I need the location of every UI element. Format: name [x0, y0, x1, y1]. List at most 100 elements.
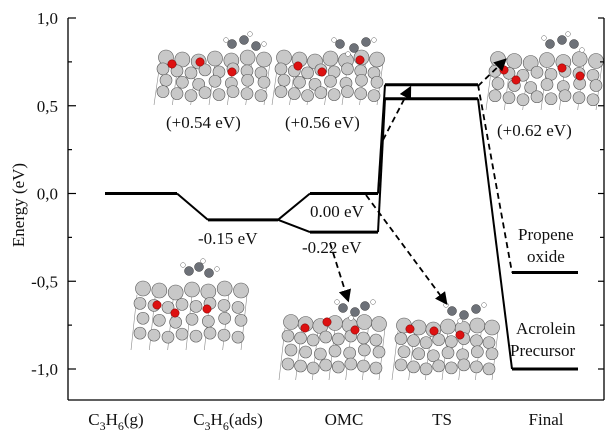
surface-atom [234, 313, 248, 327]
surface-atom [540, 78, 554, 91]
surface-atom [357, 331, 370, 345]
oxygen-atom [293, 61, 303, 71]
hydrogen-atom [331, 37, 337, 43]
hydrogen-atom [200, 258, 206, 264]
surface-atom [170, 87, 184, 100]
carbon-atom [459, 310, 469, 320]
hydrogen-atom [579, 47, 585, 53]
dashed-arrow [477, 58, 507, 87]
hydrogen-atom [223, 37, 229, 43]
y-tick-label: 1,0 [37, 9, 58, 28]
surface-atom [314, 347, 327, 361]
surface-atom [482, 336, 496, 349]
oxygen-atom [455, 330, 465, 340]
surface-atom [432, 333, 446, 346]
surface-atom [175, 298, 189, 311]
surface-atom [322, 50, 339, 67]
acrolein-label-line2: Precursor [510, 341, 575, 360]
carbon-atom [204, 268, 214, 278]
surface-atom [544, 92, 558, 106]
hydrogen-atom [334, 299, 340, 305]
connector-ts-acrolein [477, 98, 513, 370]
hydrogen-atom [247, 31, 253, 37]
surface-atom [427, 349, 440, 363]
surface-atom [470, 360, 483, 374]
surface-atom [530, 65, 544, 79]
surface-atom [169, 315, 182, 329]
oxygen-atom [350, 325, 360, 335]
surface-atom [516, 93, 530, 107]
hydrogen-atom [214, 266, 220, 272]
surface-atom [394, 332, 408, 345]
surface-atom [135, 280, 151, 297]
surface-atom [136, 311, 150, 325]
carbon-atom [350, 307, 360, 317]
carbon-atom [184, 266, 194, 276]
connector-omc-ts-lower [377, 98, 386, 233]
oxygen-atom [202, 304, 212, 314]
x-tick-label: TS [432, 410, 452, 429]
oxygen-atom [170, 308, 180, 318]
omc-upper-energy-label: 0.00 eV [310, 202, 365, 221]
surface-atom [306, 333, 320, 347]
surface-atom [189, 329, 203, 343]
surface-atom [156, 85, 170, 98]
surface-atom [524, 81, 537, 94]
oxygen-atom [405, 324, 415, 334]
x-tick-label: Final [529, 410, 564, 429]
surface-atom [586, 93, 600, 107]
surface-atom [485, 347, 499, 361]
surface-atom [153, 313, 166, 327]
oxygen-atom [575, 71, 585, 81]
surface-atom [159, 73, 173, 87]
surface-atom [539, 52, 555, 68]
x-tick-label: C3H6(g) [88, 410, 143, 432]
surface-atom [572, 91, 586, 105]
connector-ads-omc-upper [277, 192, 311, 221]
surface-atom [301, 66, 314, 80]
hydrogen-atom [457, 318, 463, 324]
hydrogen-atom [370, 299, 376, 305]
surface-atom [133, 326, 147, 340]
carbon-atom [447, 306, 457, 316]
hydrogen-atom [261, 41, 267, 47]
oxygen-atom [557, 63, 567, 73]
surface-atom [294, 359, 307, 373]
surface-atom [354, 87, 368, 100]
surface-atom [203, 326, 217, 340]
surface-atom [327, 88, 341, 101]
acrolein-label-line1: Acrolein [516, 319, 576, 338]
inset3-energy-label: (+0.62 eV) [497, 121, 572, 140]
surface-atom [357, 359, 370, 373]
surface-atom [218, 311, 231, 325]
surface-atom [217, 328, 231, 342]
surface-atom [356, 314, 373, 330]
surface-atom [233, 282, 249, 299]
surface-atom [571, 51, 588, 67]
surface-atom [217, 299, 231, 312]
surface-atom [133, 297, 147, 310]
surface-atom [231, 330, 245, 344]
surface-atom [432, 359, 446, 373]
surface-atom [344, 357, 358, 371]
surface-atom [198, 63, 212, 77]
dashed-arrow [365, 194, 448, 306]
carbon-atom [545, 39, 555, 49]
carbon-atom [194, 262, 204, 272]
x-tick-label: C3H6(ads) [193, 410, 263, 432]
surface-atom [256, 51, 272, 68]
inset1-energy-label: (+0.54 eV) [166, 113, 241, 132]
x-tick-label: OMC [325, 410, 364, 429]
surface-atom [369, 333, 383, 347]
surface-atom [161, 330, 175, 344]
carbon-atom [349, 43, 359, 53]
surface-atom [274, 62, 288, 76]
surface-atom [440, 318, 456, 335]
surface-atom [558, 89, 572, 103]
surface-atom [284, 343, 298, 357]
oxygen-atom [227, 67, 237, 77]
surface-atom [287, 87, 301, 100]
surface-atom [370, 75, 384, 89]
energy-paths [105, 58, 578, 371]
surface-atom [441, 346, 455, 360]
